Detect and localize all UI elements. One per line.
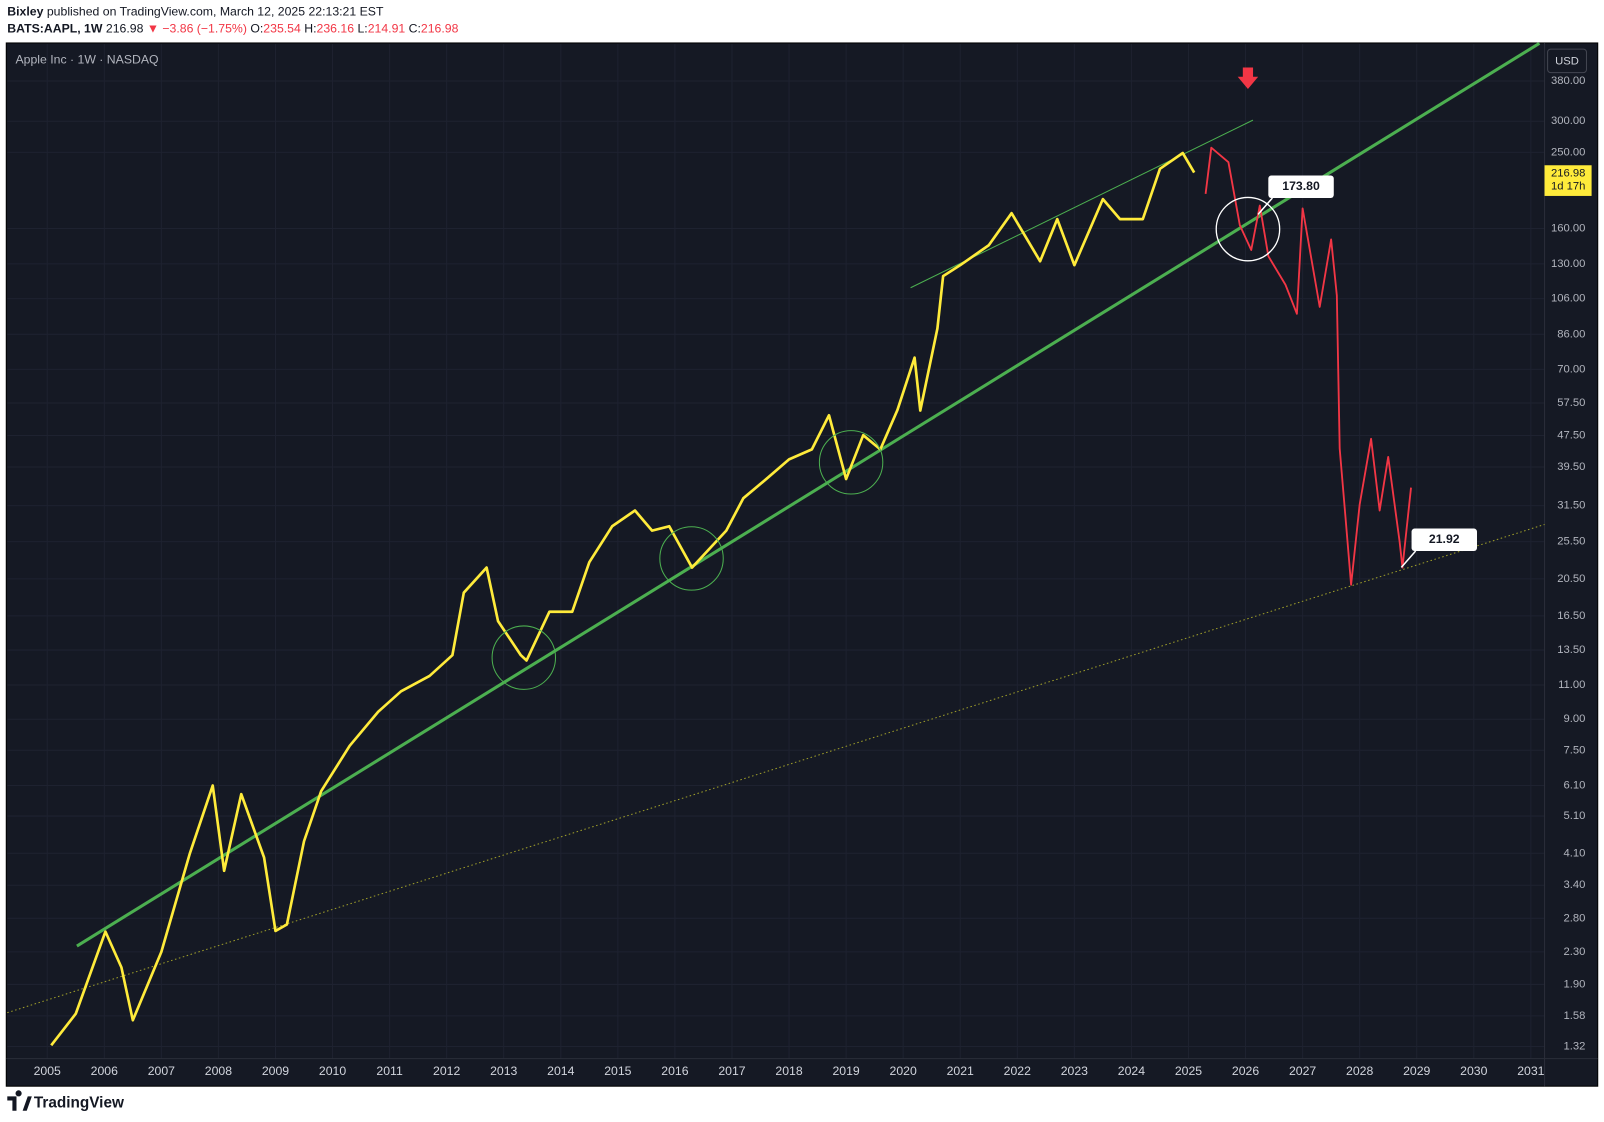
x-tick-label: 2024 <box>1118 1064 1145 1078</box>
x-tick-label: 2009 <box>262 1064 289 1078</box>
y-tick-label: 9.00 <box>1564 713 1586 725</box>
currency-box[interactable] <box>1547 48 1587 74</box>
quote-label: O: <box>250 22 263 36</box>
y-tick-label: 3.40 <box>1564 879 1586 891</box>
y-tick-label: 86.00 <box>1557 328 1585 340</box>
x-tick-label: 2023 <box>1061 1064 1088 1078</box>
y-tick-label: 130.00 <box>1551 258 1585 270</box>
x-tick-label: 2020 <box>890 1064 917 1078</box>
quote-value: 235.54 <box>263 22 301 36</box>
quote-value: 216.98 <box>421 22 459 36</box>
y-tick-label: 47.50 <box>1557 430 1585 442</box>
publish-line: Bixley published on TradingView.com, Mar… <box>7 5 384 19</box>
x-tick-label: 2006 <box>91 1064 118 1078</box>
x-tick-label: 2021 <box>947 1064 974 1078</box>
annotation-pointer <box>1257 197 1273 215</box>
y-tick-label: 11.00 <box>1558 679 1585 691</box>
highlight-circle <box>818 430 884 495</box>
y-tick-label: 70.00 <box>1557 363 1585 375</box>
highlight-circle <box>659 526 724 591</box>
y-tick-label: 25.50 <box>1557 536 1585 548</box>
quote-line: BATS:AAPL, 1W 216.98 ▼ −3.86 (−1.75%) O:… <box>7 22 458 36</box>
x-tick-label: 2016 <box>661 1064 688 1078</box>
x-tick-label: 2017 <box>718 1064 745 1078</box>
y-tick-label: 250.00 <box>1551 146 1585 158</box>
x-tick-label: 2022 <box>1004 1064 1031 1078</box>
x-tick-label: 2015 <box>604 1064 631 1078</box>
x-tick-label: 2027 <box>1289 1064 1316 1078</box>
y-tick-label: 39.50 <box>1557 461 1585 473</box>
symbol: BATS:AAPL, 1W <box>7 22 103 36</box>
x-tick-label: 2012 <box>433 1064 460 1078</box>
x-tick-label: 2011 <box>376 1064 403 1078</box>
quote-label: H: <box>304 22 316 36</box>
y-tick-label: 20.50 <box>1557 573 1585 585</box>
x-tick-label: 2028 <box>1346 1064 1373 1078</box>
x-tick-label: 2026 <box>1232 1064 1259 1078</box>
x-tick-label: 2008 <box>205 1064 232 1078</box>
author: Bixley <box>7 5 43 19</box>
x-tick-label: 2019 <box>832 1064 859 1078</box>
y-tick-label: 4.10 <box>1564 847 1586 859</box>
series-line <box>1204 146 1412 586</box>
y-tick-label: 13.50 <box>1557 644 1585 656</box>
x-tick-label: 2030 <box>1460 1064 1487 1078</box>
series-line <box>7 523 1545 1014</box>
logo: TradingView <box>34 1095 124 1112</box>
y-tick-label: 2.30 <box>1564 946 1586 958</box>
x-tick-label: 2007 <box>148 1064 175 1078</box>
y-tick-label: 16.50 <box>1557 610 1585 622</box>
x-tick-label: 2014 <box>547 1064 574 1078</box>
y-tick-label: 7.50 <box>1564 744 1586 756</box>
x-tick-label: 2013 <box>490 1064 517 1078</box>
y-tick-label: 380.00 <box>1551 75 1585 87</box>
annotation-box <box>1411 528 1478 552</box>
change: ▼ −3.86 (−1.75%) <box>147 22 247 36</box>
published: published on TradingView.com, March 12, … <box>47 5 384 19</box>
annotation-box <box>1268 175 1334 198</box>
y-tick-label: 300.00 <box>1551 115 1585 127</box>
x-tick-label: 2010 <box>319 1064 346 1078</box>
y-tick-label: 31.50 <box>1557 500 1585 512</box>
countdown: 1d 17h <box>1551 181 1585 193</box>
annotation-pointer <box>1400 550 1417 568</box>
x-tick-label: 2031 <box>1517 1064 1544 1078</box>
chart-title: Apple Inc · 1W · NASDAQ <box>15 53 158 67</box>
price-tag-value: 216.98 <box>1551 167 1585 179</box>
series-line <box>50 151 1196 1047</box>
quote-value: 236.16 <box>317 22 355 36</box>
annotation-label: 21.92 <box>1429 532 1460 546</box>
y-tick-label: 160.00 <box>1551 222 1585 234</box>
y-tick-label: 6.10 <box>1564 780 1586 792</box>
y-tick-label: 1.90 <box>1564 978 1586 990</box>
quote-value: 214.91 <box>368 22 406 36</box>
x-tick-label: 2025 <box>1175 1064 1202 1078</box>
highlight-circle <box>491 625 557 690</box>
y-tick-label: 5.10 <box>1564 810 1586 822</box>
annotation-label: 173.80 <box>1282 179 1320 193</box>
plot-background <box>5 42 1599 1087</box>
y-tick-label: 1.32 <box>1564 1041 1586 1053</box>
grid <box>7 43 1545 1059</box>
x-tick-label: 2005 <box>34 1064 61 1078</box>
quote-label: C: <box>409 22 421 36</box>
last-price: 216.98 <box>106 22 144 36</box>
x-tick-label: 2018 <box>775 1064 802 1078</box>
quote-label: L: <box>357 22 367 36</box>
y-tick-label: 106.00 <box>1551 293 1585 305</box>
labels: 380.00 300.00 250.00 160.00 130.00 106.00 86.0… <box>34 75 1592 1078</box>
y-tick-label: 2.80 <box>1564 912 1586 924</box>
price-tag <box>1544 165 1592 196</box>
y-tick-label: 1.58 <box>1564 1010 1586 1022</box>
highlight-circle <box>1215 196 1281 262</box>
y-tick-label: 57.50 <box>1557 397 1585 409</box>
logo-icon <box>7 1090 32 1111</box>
down-arrow <box>1237 67 1259 89</box>
currency[interactable]: USD <box>1555 55 1579 67</box>
x-tick-label: 2029 <box>1403 1064 1430 1078</box>
